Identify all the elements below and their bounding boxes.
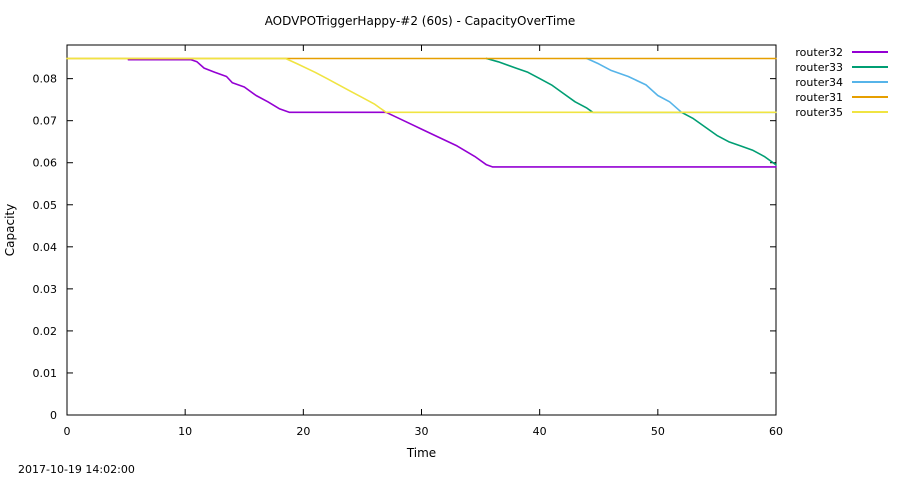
legend-label-router32: router32	[795, 46, 843, 59]
legend-label-router33: router33	[795, 61, 843, 74]
x-tick-label: 40	[533, 425, 547, 438]
axis-ticks: 0 10 20 30 40 50 60 0 0.01 0.02 0.03 0.04 0.05 0.06 0.…	[33, 45, 783, 438]
plot-area-frame	[66, 44, 777, 416]
legend-label-router34: router34	[795, 76, 843, 89]
y-tick-label: 0.08	[33, 73, 58, 86]
y-tick-label: 0.07	[33, 115, 58, 128]
x-tick-label: 10	[178, 425, 192, 438]
y-tick-label: 0.02	[33, 325, 58, 338]
series-line-router32	[127, 58, 777, 168]
y-tick-label: 0.04	[33, 241, 58, 254]
y-tick-label: 0.05	[33, 199, 58, 212]
timestamp-footer: 2017-10-19 14:02:00	[18, 463, 135, 476]
x-tick-label: 50	[651, 425, 665, 438]
series-line-router34	[586, 57, 777, 114]
y-tick-label: 0	[50, 409, 57, 422]
y-tick-label: 0.01	[33, 367, 58, 380]
x-axis-label: Time	[406, 446, 436, 460]
series-group	[66, 57, 777, 168]
y-axis-label: Capacity	[3, 204, 17, 256]
chart-title: AODVPOTriggerHappy-#2 (60s) - CapacityOv…	[265, 14, 576, 28]
y-tick-label: 0.03	[33, 283, 58, 296]
y-tick-label: 0.06	[33, 157, 58, 170]
x-tick-label: 30	[415, 425, 429, 438]
series-line-router35	[66, 57, 777, 114]
x-tick-label: 60	[769, 425, 783, 438]
legend: router32 router33 router34 router31 router35	[795, 46, 888, 119]
legend-label-router35: router35	[795, 106, 843, 119]
x-tick-label: 0	[64, 425, 71, 438]
x-tick-label: 20	[296, 425, 310, 438]
legend-label-router31: router31	[795, 91, 843, 104]
